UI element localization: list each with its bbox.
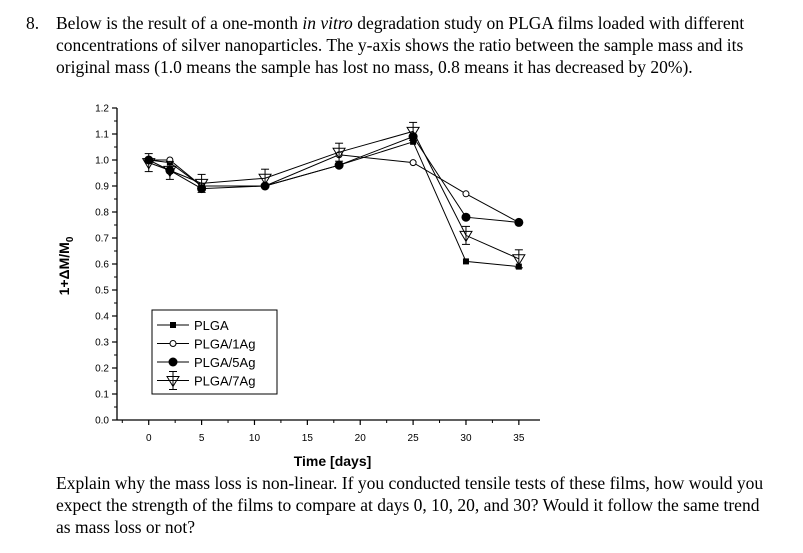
legend-label: PLGA/1Ag <box>194 337 255 352</box>
series-plga-5ag-line <box>148 135 519 223</box>
y-tick-label: 0.2 <box>95 364 109 375</box>
series-plga-1ag-point <box>462 190 470 198</box>
legend-entry: PLGA/7Ag <box>157 371 255 390</box>
legend-entry: PLGA/1Ag <box>157 337 255 352</box>
x-tick-label: 0 <box>146 433 152 444</box>
series-plga-7ag <box>141 121 526 269</box>
y-axis-label: 1+ΔM/M0 <box>56 236 76 295</box>
open-circle-marker-shape <box>462 190 470 198</box>
y-tick-label: 1.0 <box>95 156 109 167</box>
series-plga-line <box>148 141 519 268</box>
x-tick-label: 5 <box>199 433 205 444</box>
y-tick-label: 1.2 <box>95 104 109 115</box>
x-tick-label: 10 <box>249 433 261 444</box>
x-tick-label: 25 <box>408 433 420 444</box>
series-plga-7ag-point <box>406 121 420 141</box>
legend-label: PLGA/7Ag <box>194 374 255 389</box>
legend-entry: PLGA/5Ag <box>157 355 255 370</box>
y-tick-label: 1.1 <box>95 130 109 141</box>
series-plga-7ag-point <box>459 225 473 245</box>
y-tick-label: 0.7 <box>95 234 109 245</box>
series-plga-5ag-point <box>514 217 524 227</box>
y-tick-label: 0.3 <box>95 338 109 349</box>
y-tick-label: 0.1 <box>95 390 109 401</box>
open-circle-marker-shape <box>409 159 417 167</box>
y-tick-label: 0.9 <box>95 182 109 193</box>
legend-label: PLGA/5Ag <box>194 355 255 370</box>
legend-label: PLGA <box>194 318 229 333</box>
x-tick-label: 15 <box>302 433 314 444</box>
filled-circle-marker-shape <box>461 212 471 222</box>
filled-circle-marker-shape <box>514 217 524 227</box>
legend-marker <box>168 357 178 367</box>
filled-circle-marker-shape <box>334 160 344 170</box>
legend-marker <box>169 340 177 347</box>
x-tick-label: 30 <box>460 433 472 444</box>
series-plga-point <box>462 258 469 265</box>
series-plga-5ag-point <box>334 160 344 170</box>
square-marker-shape <box>170 322 176 328</box>
intro-text-part1: Below is the result of a one-month <box>56 13 303 33</box>
series-plga-7ag-point <box>511 249 526 269</box>
series-plga-7ag-point <box>258 168 272 188</box>
series-plga-7ag-line <box>148 130 520 260</box>
question-number: 8. <box>26 13 40 33</box>
legend-marker <box>166 371 180 390</box>
series-plga-1ag-line <box>148 154 520 223</box>
series-plga <box>145 138 522 270</box>
x-tick-label: 20 <box>355 433 367 444</box>
question-intro-text: Below is the result of a one-month in vi… <box>56 12 756 78</box>
x-axis-label: Time [days] <box>294 453 372 469</box>
series-plga-7ag-point <box>162 160 177 180</box>
y-tick-label: 0.0 <box>95 416 109 427</box>
legend-entry: PLGA <box>157 318 229 333</box>
series-plga-1ag-point <box>409 159 417 167</box>
series-plga-5ag-point <box>461 212 471 222</box>
series-plga-7ag-point <box>194 173 209 193</box>
y-tick-label: 0.8 <box>95 208 109 219</box>
legend-marker <box>170 322 176 328</box>
square-marker-shape <box>410 138 417 145</box>
y-tick-label: 0.6 <box>95 260 109 271</box>
series-plga-7ag-point <box>141 153 156 173</box>
question-prompt-text: Explain why the mass loss is non-linear.… <box>56 473 764 537</box>
intro-text-part2: degradation study on PLGA films loaded w… <box>56 13 745 77</box>
y-tick-label: 0.5 <box>95 286 109 297</box>
series-plga-point <box>410 138 417 145</box>
open-circle-marker-shape <box>169 340 177 347</box>
x-tick-label: 35 <box>513 433 525 444</box>
intro-text-italic: in vitro <box>302 13 353 33</box>
filled-circle-marker-shape <box>168 357 178 367</box>
series-plga-7ag-point <box>332 142 346 162</box>
square-marker-shape <box>462 258 469 265</box>
y-tick-label: 0.4 <box>95 312 109 323</box>
